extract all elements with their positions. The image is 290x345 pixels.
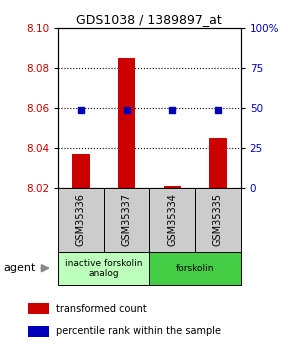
Bar: [28, 303, 49, 314]
Bar: [209, 138, 226, 188]
Text: agent: agent: [3, 263, 35, 273]
Text: forskolin: forskolin: [176, 264, 214, 273]
Text: percentile rank within the sample: percentile rank within the sample: [56, 326, 221, 336]
Text: GSM35337: GSM35337: [122, 194, 131, 246]
Bar: [104, 188, 149, 252]
Bar: [149, 188, 195, 252]
Bar: [58, 252, 149, 285]
Text: GSM35335: GSM35335: [213, 194, 223, 246]
Title: GDS1038 / 1389897_at: GDS1038 / 1389897_at: [77, 13, 222, 27]
Bar: [28, 326, 49, 337]
Bar: [58, 188, 104, 252]
Bar: [164, 186, 181, 188]
Text: transformed count: transformed count: [56, 304, 147, 314]
Bar: [195, 188, 241, 252]
Bar: [149, 252, 241, 285]
Text: GSM35334: GSM35334: [167, 194, 177, 246]
Text: inactive forskolin
analog: inactive forskolin analog: [65, 258, 142, 278]
Text: GSM35336: GSM35336: [76, 194, 86, 246]
Bar: [72, 154, 90, 188]
Bar: [118, 58, 135, 188]
